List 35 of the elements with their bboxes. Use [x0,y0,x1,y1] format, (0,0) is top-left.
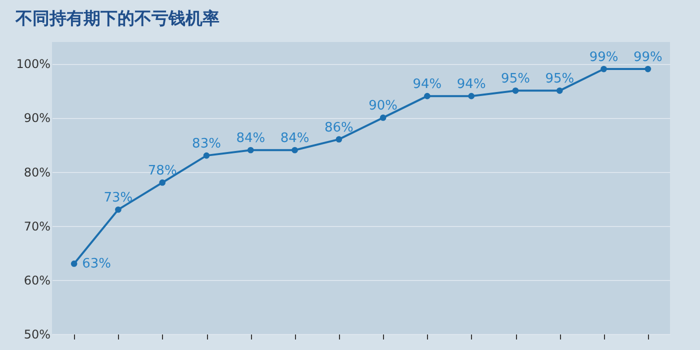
data-label: 63% [82,256,111,272]
data-label: 86% [324,120,354,136]
y-tick-label: 60% [24,273,50,288]
point [380,114,386,121]
data-label: 84% [280,131,310,146]
point [115,206,122,213]
point [159,179,166,186]
point [203,152,210,159]
point [424,92,430,100]
point [292,146,298,154]
point [644,66,652,72]
y-tick-label: 100% [16,57,50,72]
data-label: 95% [545,72,574,87]
data-label: 99% [633,50,662,66]
point [600,66,607,72]
data-label: 83% [192,136,221,152]
y-tick-label: 70% [24,219,50,234]
point [556,88,563,94]
data-label: 94% [412,77,442,92]
point [336,136,342,142]
data-label: 90% [368,98,398,114]
point [70,260,78,267]
data-label: 73% [104,190,133,206]
chart-title: 不同持有期下的不亏钱机率 [14,9,220,29]
y-tick-label: 50% [24,328,50,342]
data-label: 94% [456,77,486,92]
data-label: 99% [589,50,618,66]
point [512,88,519,94]
y-tick-label: 90% [24,111,50,126]
point [247,146,254,154]
data-label: 78% [148,164,177,179]
point [468,92,475,100]
data-label: 95% [501,72,530,87]
y-tick-label: 80% [24,165,50,180]
data-label: 84% [236,131,266,146]
